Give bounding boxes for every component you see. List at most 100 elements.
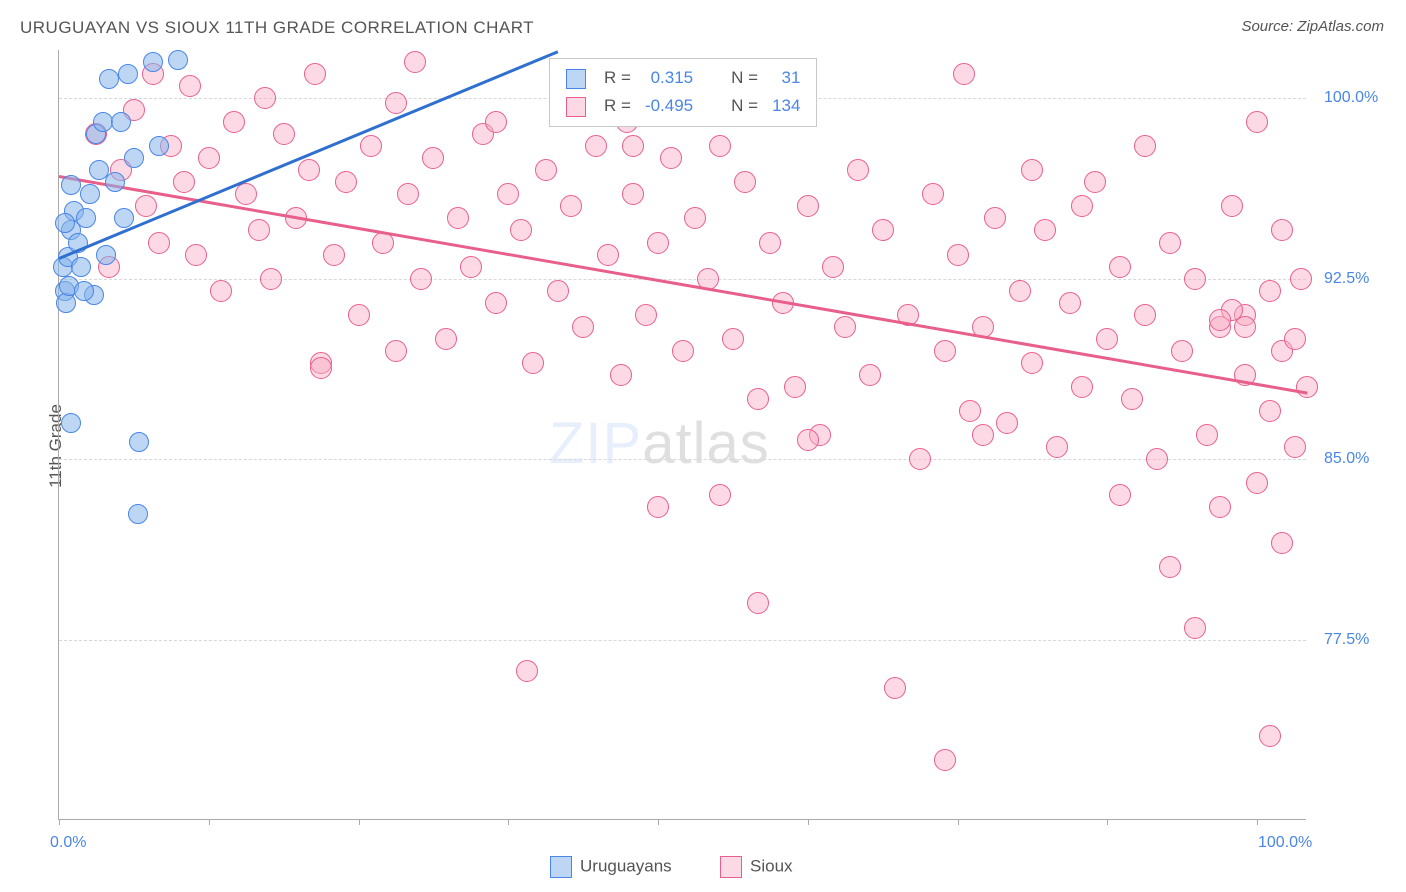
data-point-sioux <box>1134 135 1156 157</box>
data-point-sioux <box>1121 388 1143 410</box>
data-point-sioux <box>210 280 232 302</box>
data-point-sioux <box>1271 532 1293 554</box>
r-value-uruguayans: 0.315 <box>639 65 699 91</box>
data-point-sioux <box>1071 376 1093 398</box>
x-tick <box>1107 819 1108 825</box>
gridline <box>59 279 1306 280</box>
data-point-sioux <box>404 51 426 73</box>
data-point-sioux <box>485 111 507 133</box>
x-tick <box>359 819 360 825</box>
gridline <box>59 640 1306 641</box>
data-point-sioux <box>1221 195 1243 217</box>
data-point-sioux <box>535 159 557 181</box>
watermark-text: ZIPatlas <box>549 410 770 477</box>
data-point-sioux <box>996 412 1018 434</box>
data-point-uruguayans <box>61 175 81 195</box>
data-point-sioux <box>1021 352 1043 374</box>
n-value-uruguayans: 31 <box>766 65 806 91</box>
data-point-sioux <box>1096 328 1118 350</box>
data-point-sioux <box>179 75 201 97</box>
legend-item-uruguayans: Uruguayans <box>550 856 672 878</box>
x-tick <box>508 819 509 825</box>
data-point-sioux <box>435 328 457 350</box>
data-point-sioux <box>323 244 345 266</box>
data-point-sioux <box>1290 268 1312 290</box>
data-point-sioux <box>1034 219 1056 241</box>
n-label: N = <box>725 93 764 119</box>
data-point-sioux <box>709 135 731 157</box>
data-point-sioux <box>1271 219 1293 241</box>
data-point-sioux <box>847 159 869 181</box>
data-point-sioux <box>460 256 482 278</box>
data-point-uruguayans <box>114 208 134 228</box>
data-point-sioux <box>635 304 657 326</box>
scatter-plot-area: ZIPatlas R = 0.315 N = 31 R = -0.495 N =… <box>58 50 1306 820</box>
data-point-sioux <box>1059 292 1081 314</box>
data-point-sioux <box>934 340 956 362</box>
data-point-uruguayans <box>76 208 96 228</box>
data-point-sioux <box>909 448 931 470</box>
data-point-sioux <box>1184 617 1206 639</box>
x-tick <box>1257 819 1258 825</box>
data-point-sioux <box>872 219 894 241</box>
data-point-sioux <box>622 135 644 157</box>
data-point-sioux <box>572 316 594 338</box>
x-tick <box>808 819 809 825</box>
data-point-sioux <box>1209 309 1231 331</box>
data-point-sioux <box>1109 256 1131 278</box>
x-tick <box>658 819 659 825</box>
data-point-sioux <box>797 429 819 451</box>
watermark-atlas: atlas <box>642 411 770 476</box>
data-point-sioux <box>822 256 844 278</box>
data-point-sioux <box>185 244 207 266</box>
x-tick <box>958 819 959 825</box>
swatch-sioux-icon <box>720 856 742 878</box>
data-point-sioux <box>934 749 956 771</box>
data-point-sioux <box>135 195 157 217</box>
data-point-sioux <box>759 232 781 254</box>
data-point-sioux <box>273 123 295 145</box>
data-point-sioux <box>747 592 769 614</box>
data-point-sioux <box>1109 484 1131 506</box>
x-tick <box>209 819 210 825</box>
data-point-sioux <box>734 171 756 193</box>
data-point-sioux <box>953 63 975 85</box>
data-point-sioux <box>560 195 582 217</box>
data-point-sioux <box>722 328 744 350</box>
y-tick-label: 100.0% <box>1324 89 1378 107</box>
data-point-sioux <box>660 147 682 169</box>
data-point-uruguayans <box>61 413 81 433</box>
data-point-sioux <box>304 63 326 85</box>
data-point-uruguayans <box>149 136 169 156</box>
data-point-sioux <box>1159 556 1181 578</box>
data-point-sioux <box>422 147 444 169</box>
data-point-uruguayans <box>129 432 149 452</box>
x-tick <box>59 819 60 825</box>
stats-row-sioux: R = -0.495 N = 134 <box>560 93 806 119</box>
x-tick-label: 0.0% <box>50 834 86 852</box>
data-point-sioux <box>585 135 607 157</box>
data-point-sioux <box>647 496 669 518</box>
correlation-stats-legend: R = 0.315 N = 31 R = -0.495 N = 134 <box>549 58 817 127</box>
data-point-sioux <box>1259 725 1281 747</box>
legend-item-sioux: Sioux <box>720 856 793 878</box>
legend-label-sioux: Sioux <box>750 856 793 875</box>
data-point-uruguayans <box>105 172 125 192</box>
data-point-sioux <box>1246 111 1268 133</box>
data-point-sioux <box>385 92 407 114</box>
data-point-uruguayans <box>118 64 138 84</box>
data-point-sioux <box>1171 340 1193 362</box>
data-point-sioux <box>1146 448 1168 470</box>
data-point-uruguayans <box>168 50 188 70</box>
gridline <box>59 459 1306 460</box>
data-point-uruguayans <box>55 213 75 233</box>
data-point-sioux <box>1284 328 1306 350</box>
data-point-sioux <box>672 340 694 362</box>
stats-table: R = 0.315 N = 31 R = -0.495 N = 134 <box>558 63 808 122</box>
data-point-sioux <box>610 364 632 386</box>
data-point-sioux <box>198 147 220 169</box>
data-point-sioux <box>747 388 769 410</box>
data-point-sioux <box>173 171 195 193</box>
data-point-sioux <box>922 183 944 205</box>
data-point-sioux <box>1209 496 1231 518</box>
